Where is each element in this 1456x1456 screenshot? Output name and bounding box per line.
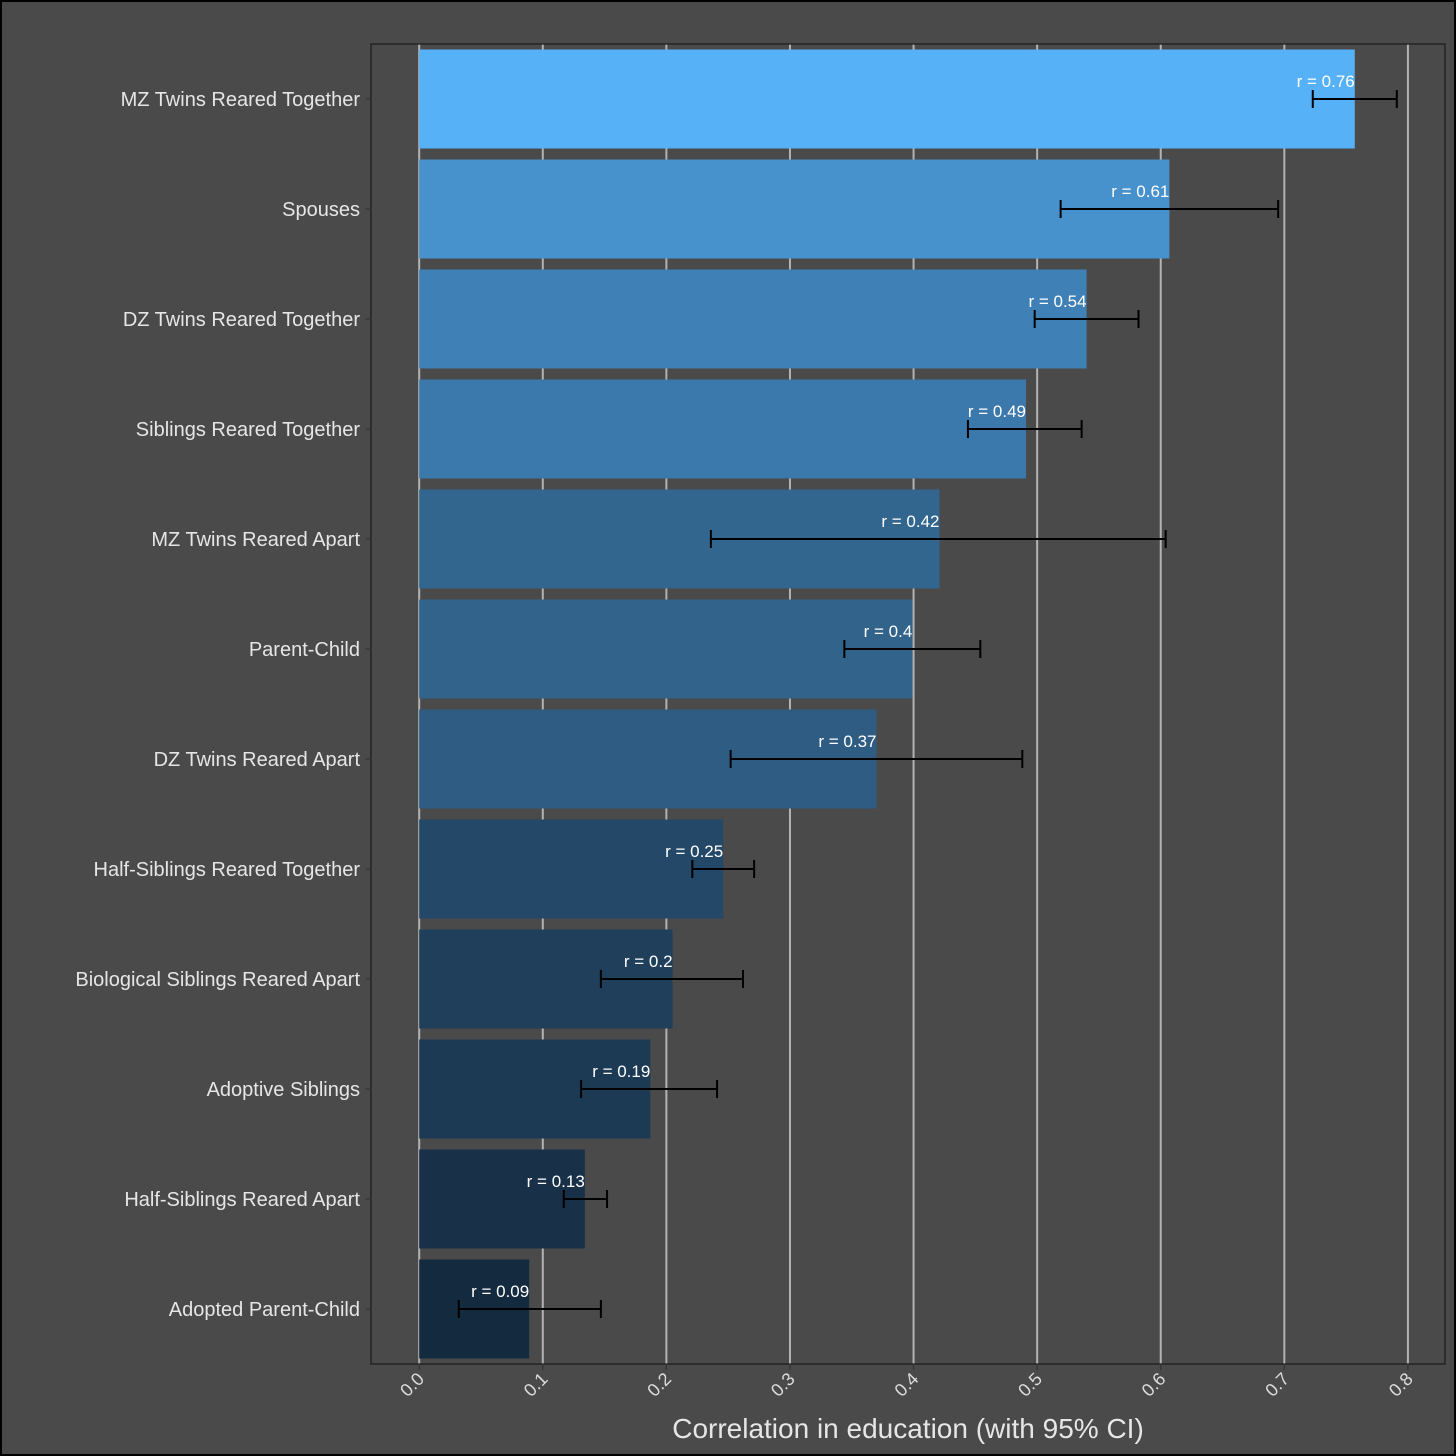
data-label-6: r = 0.37 bbox=[818, 732, 876, 751]
bar-0 bbox=[419, 49, 1355, 149]
category-label-layer: MZ Twins Reared Together Spouses DZ Twins … bbox=[75, 89, 371, 1321]
bar-2 bbox=[419, 269, 1087, 369]
data-label-5: r = 0.4 bbox=[864, 622, 913, 641]
x-axis-title: Correlation in education (with 95% CI) bbox=[672, 1413, 1144, 1444]
data-label-4: r = 0.42 bbox=[881, 512, 939, 531]
data-label-9: r = 0.19 bbox=[592, 1062, 650, 1081]
category-label-1: Spouses bbox=[282, 199, 360, 221]
category-label-10: Half-Siblings Reared Apart bbox=[124, 1189, 360, 1211]
data-label-2: r = 0.54 bbox=[1028, 292, 1086, 311]
category-label-8: Biological Siblings Reared Apart bbox=[75, 969, 360, 991]
category-label-3: Siblings Reared Together bbox=[136, 419, 361, 441]
panel-border bbox=[370, 43, 1446, 1365]
data-label-1: r = 0.61 bbox=[1111, 182, 1169, 201]
bar-5 bbox=[419, 599, 913, 699]
error-bar-layer bbox=[457, 90, 1398, 1318]
bar-layer bbox=[419, 49, 1355, 1359]
category-label-7: Half-Siblings Reared Together bbox=[94, 859, 361, 881]
category-label-9: Adoptive Siblings bbox=[207, 1079, 360, 1101]
grid-layer bbox=[418, 44, 1409, 1364]
category-label-0: MZ Twins Reared Together bbox=[121, 89, 361, 111]
category-label-2: DZ Twins Reared Together bbox=[123, 309, 360, 331]
category-label-6: DZ Twins Reared Apart bbox=[154, 749, 361, 771]
bar-1 bbox=[419, 159, 1170, 259]
category-label-4: MZ Twins Reared Apart bbox=[151, 529, 360, 551]
bar-3 bbox=[419, 379, 1027, 479]
category-label-11: Adopted Parent-Child bbox=[169, 1299, 360, 1321]
bar-10 bbox=[419, 1149, 585, 1249]
data-label-3: r = 0.49 bbox=[968, 402, 1026, 421]
data-label-layer: r = 0.76 r = 0.61 r = 0.54 r = 0.49 r = 0.42… bbox=[471, 72, 1355, 1301]
data-label-11: r = 0.09 bbox=[471, 1282, 529, 1301]
bar-7 bbox=[419, 819, 724, 919]
category-label-5: Parent-Child bbox=[249, 639, 360, 661]
data-label-10: r = 0.13 bbox=[527, 1172, 585, 1191]
data-label-0: r = 0.76 bbox=[1297, 72, 1355, 91]
data-label-7: r = 0.25 bbox=[665, 842, 723, 861]
data-label-8: r = 0.2 bbox=[624, 952, 673, 971]
